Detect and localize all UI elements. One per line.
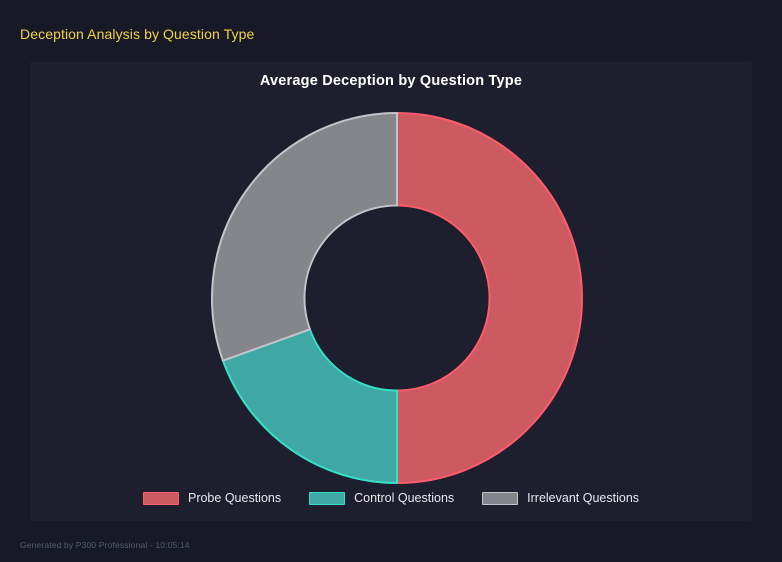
legend-item-irrelevant-questions[interactable]: Irrelevant Questions xyxy=(482,491,639,505)
legend-label-irrelevant-questions: Irrelevant Questions xyxy=(527,491,640,505)
donut-chart-svg xyxy=(211,112,583,484)
donut-slice-irrelevant-questions[interactable] xyxy=(211,112,398,362)
chart-title: Average Deception by Question Type xyxy=(259,73,523,89)
donut-center-hole xyxy=(305,206,489,390)
page-header: Deception Analysis by Question Type xyxy=(0,0,782,62)
footer-generated-by: Generated by P300 Professional - 10:05:1… xyxy=(20,540,190,550)
donut-slice-group xyxy=(211,112,583,484)
donut-chart xyxy=(30,62,752,521)
legend-swatch-irrelevant-questions xyxy=(482,491,519,505)
chart-panel: Average Deception by Question Type Probe… xyxy=(30,62,752,521)
donut-slice-probe-questions[interactable] xyxy=(396,112,583,484)
legend-item-control-questions[interactable]: Control Questions xyxy=(309,491,454,505)
legend-swatch-probe-questions xyxy=(142,491,179,505)
chart-legend: Probe Questions Control Questions Irrele… xyxy=(30,491,752,505)
page-title: Deception Analysis by Question Type xyxy=(20,26,255,42)
legend-item-probe-questions[interactable]: Probe Questions xyxy=(142,491,282,505)
legend-label-control-questions: Control Questions xyxy=(354,491,455,505)
legend-swatch-control-questions xyxy=(309,491,346,505)
donut-slice-control-questions[interactable] xyxy=(221,328,398,484)
legend-label-probe-questions: Probe Questions xyxy=(187,491,282,505)
